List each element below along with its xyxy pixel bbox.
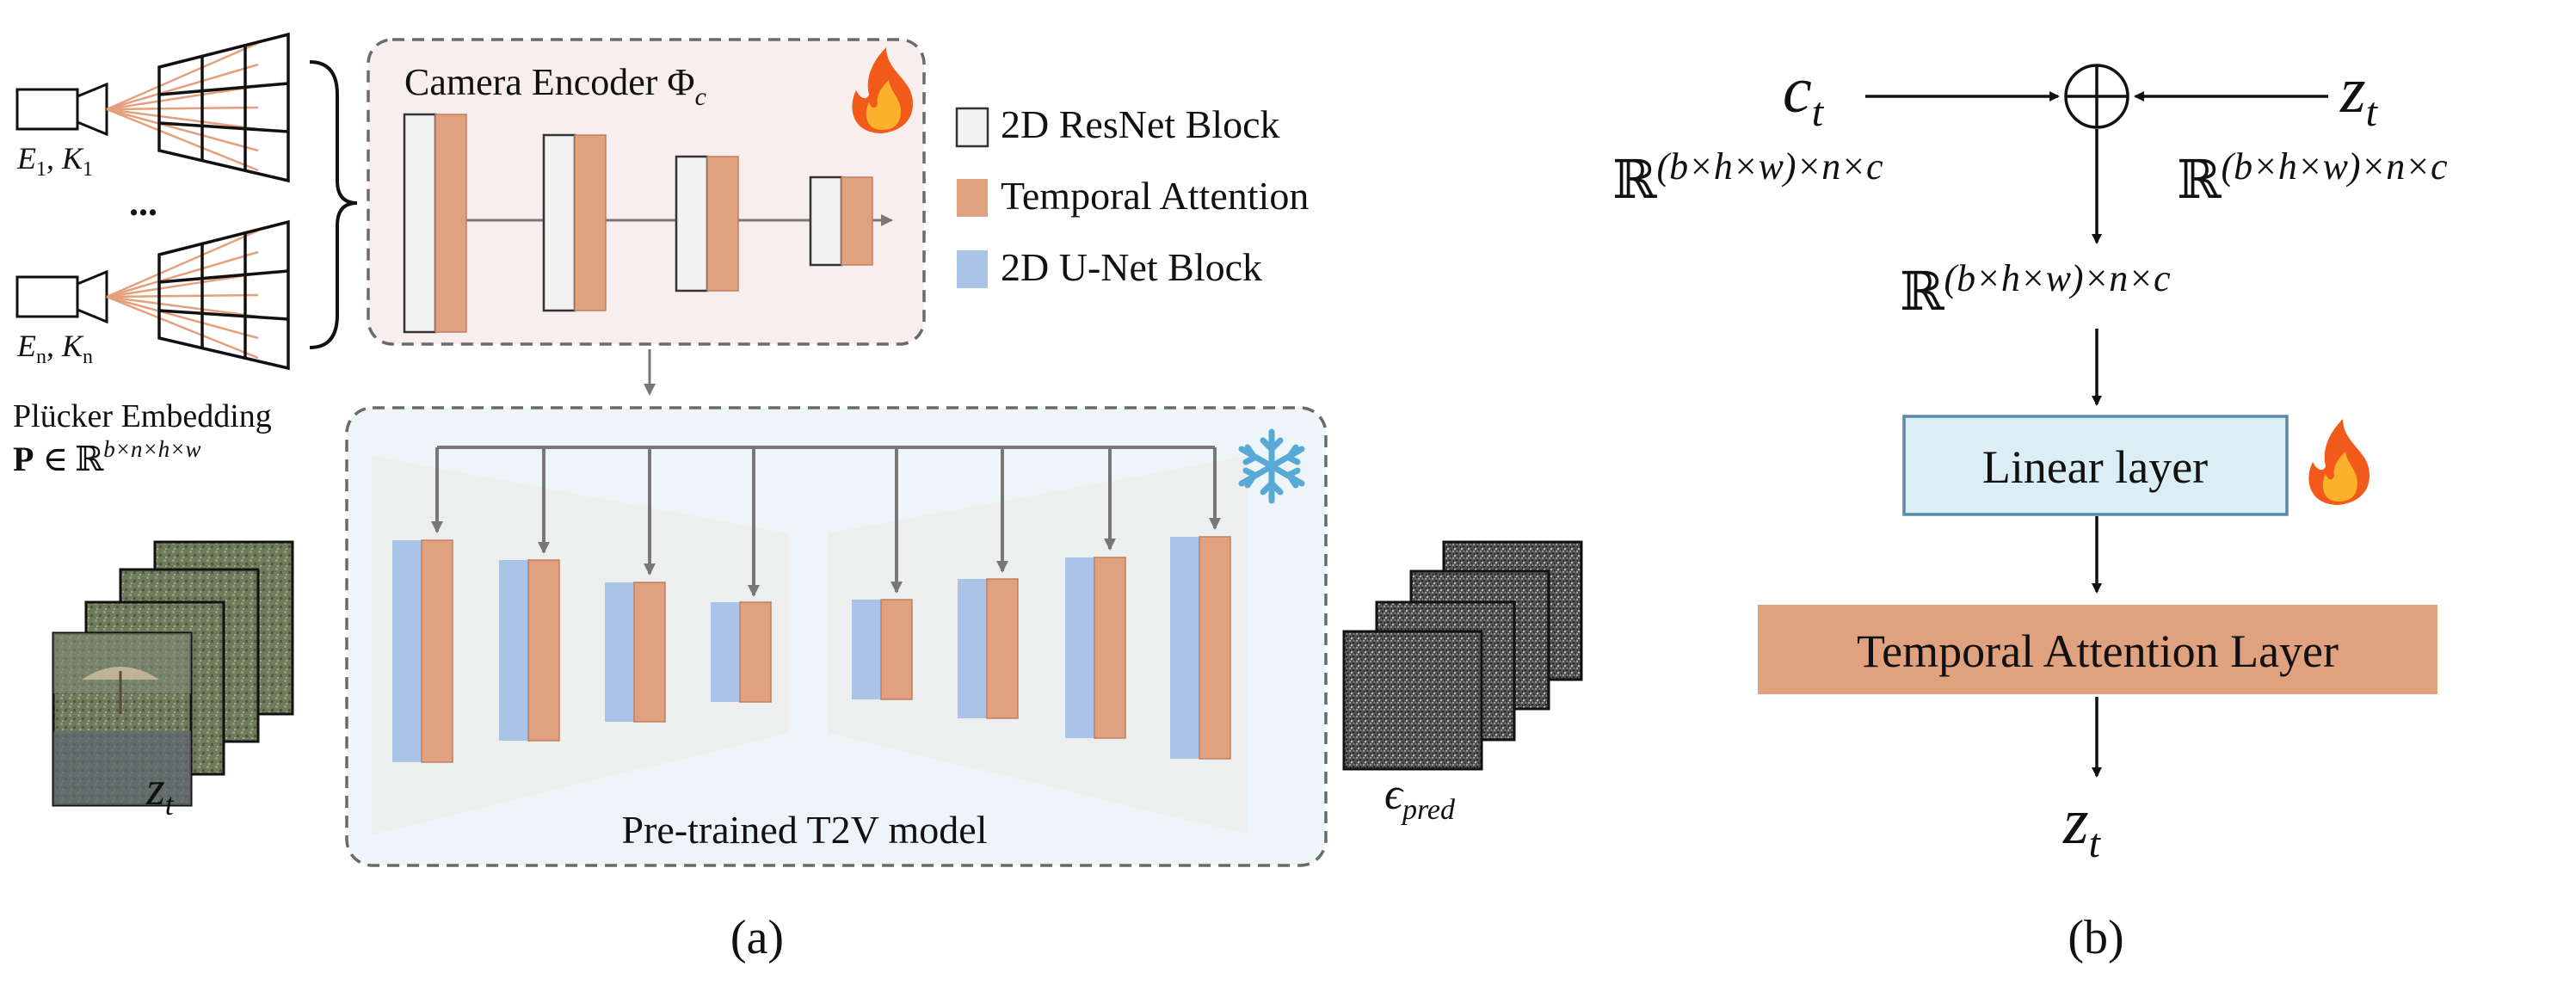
unet-block <box>1170 537 1201 759</box>
eps-pred-label: ϵpred <box>1384 770 1456 826</box>
camera-icon <box>15 269 108 324</box>
snowflake-icon <box>1238 428 1305 504</box>
add-operator <box>2064 64 2129 129</box>
linear-layer-label: Linear layer <box>1982 441 2208 493</box>
plucker-title: Plücker Embedding <box>13 398 272 434</box>
resnet-block <box>675 155 709 292</box>
encoder-blocks <box>403 113 893 334</box>
temporal-block <box>706 156 739 292</box>
unet-block <box>605 582 636 722</box>
zt-dim: ℝ(b×h×w)×n×c <box>2177 145 2448 210</box>
legend-label-temporal: Temporal Attention <box>1001 174 1309 218</box>
unet-decoder-trapezoid <box>828 456 1248 834</box>
unet-block <box>852 600 883 699</box>
temporal-block <box>1199 536 1231 760</box>
linear-layer-box <box>1902 415 2289 516</box>
legend-swatch-resnet <box>955 107 989 148</box>
zt-label: zt <box>145 762 175 822</box>
temporal-block <box>574 134 607 311</box>
temporal-block <box>434 114 467 333</box>
temporal-attention-layer-label: Temporal Attention Layer <box>1857 625 2339 677</box>
camera-encoder-box <box>367 38 926 346</box>
resnet-block <box>403 113 437 334</box>
caption-a: (a) <box>730 911 784 964</box>
ct-dim: ℝ(b×h×w)×n×c <box>1612 145 1883 210</box>
zt-input-label: zt <box>2339 54 2379 135</box>
zt-output-label: zt <box>2062 785 2102 866</box>
legend-label-unet: 2D U-Net Block <box>1001 245 1262 289</box>
unet-block <box>1065 557 1096 738</box>
temporal-block <box>527 559 560 742</box>
temporal-attention-layer-box <box>1758 605 2437 694</box>
plucker-formula: P ∈ ℝb×n×h×w <box>13 436 200 478</box>
ct-label: ct <box>1783 54 1825 135</box>
legend-label-resnet: 2D ResNet Block <box>1001 102 1280 146</box>
camera-1: E1, K1 <box>15 32 290 183</box>
fire-icon <box>2308 419 2370 505</box>
image-plane-grid <box>157 32 290 183</box>
unet-block <box>958 579 989 718</box>
unet-encoder-trapezoid <box>372 456 788 834</box>
frustum-rays <box>106 229 259 360</box>
unet-block <box>711 602 742 702</box>
image-plane-grid <box>157 219 290 371</box>
legend-swatch-unet <box>957 250 988 288</box>
unet-blocks <box>392 536 1231 763</box>
resnet-block <box>542 133 576 312</box>
camera-n-label: En, Kn <box>16 329 93 368</box>
temporal-block <box>880 599 913 700</box>
temporal-block <box>633 582 666 723</box>
panel-b: ct zt ℝ(b×h×w)×n×c ℝ(b×h×w)×n×c ℝ(b×h×w)… <box>1612 54 2448 964</box>
curly-brace <box>309 60 358 349</box>
frustum-rays <box>106 41 259 172</box>
sum-dim: ℝ(b×h×w)×n×c <box>1900 257 2171 322</box>
legend: 2D ResNet Block Temporal Attention 2D U-… <box>955 102 1309 289</box>
panel-a: E1, K1 ... <box>13 32 1583 964</box>
temporal-block <box>1094 557 1126 739</box>
latent-frames-stack <box>52 540 294 807</box>
unet-block <box>499 560 530 741</box>
camera-1-label: E1, K1 <box>16 141 93 181</box>
ellipsis: ... <box>129 182 157 224</box>
camera-encoder-title: Camera Encoder Φc <box>404 61 706 111</box>
noise-frames-stack <box>1342 540 1583 771</box>
legend-swatch-temporal <box>957 179 988 217</box>
fire-icon <box>852 47 914 133</box>
temporal-block <box>421 539 453 763</box>
resnet-block <box>809 175 843 267</box>
temporal-block <box>739 601 772 703</box>
t2v-label: Pre-trained T2V model <box>622 808 988 852</box>
injection-arrows <box>431 447 1221 597</box>
temporal-block <box>841 176 873 266</box>
unet-block <box>392 540 423 762</box>
caption-b: (b) <box>2068 911 2123 964</box>
temporal-block <box>986 578 1019 719</box>
camera-icon <box>15 82 108 137</box>
camera-n: En, Kn <box>15 219 290 371</box>
